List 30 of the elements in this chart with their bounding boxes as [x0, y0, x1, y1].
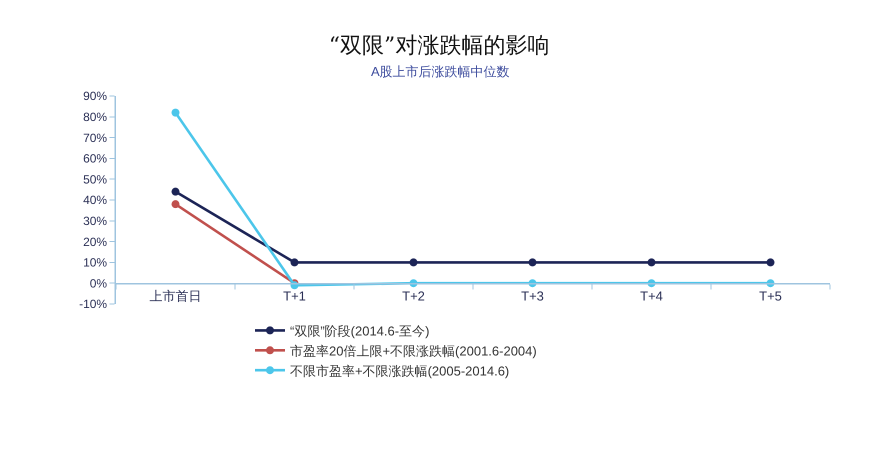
- y-tick-label: 30%: [83, 214, 108, 228]
- point: [766, 258, 774, 266]
- chart-subtitle: A股上市后涨跌幅中位数: [371, 64, 510, 79]
- legend-label: 不限市盈率+不限涨跌幅(2005-2014.6): [290, 363, 510, 378]
- y-tick-label: 10%: [83, 256, 108, 270]
- x-tick-label: 上市首日: [150, 288, 202, 304]
- y-tick-label: 40%: [83, 193, 108, 208]
- y-tick-label: 20%: [83, 234, 108, 249]
- point: [410, 258, 418, 266]
- y-tick-label: 0%: [90, 276, 108, 290]
- y-tick-label: 90%: [83, 89, 108, 104]
- point: [172, 200, 180, 208]
- x-tick-label: T+3: [521, 288, 544, 304]
- legend-label: “双限”阶段(2014.6-至今): [290, 323, 430, 338]
- y-tick-label: 60%: [83, 152, 108, 166]
- y-tick-label: -10%: [79, 297, 108, 312]
- x-tick-label: T+2: [402, 288, 425, 304]
- chart-title: “双限”对涨跌幅的影响: [328, 34, 550, 59]
- point: [172, 188, 180, 196]
- point: [528, 258, 536, 266]
- point: [172, 108, 180, 117]
- x-tick-label: T+5: [759, 288, 782, 304]
- y-tick-label: 80%: [83, 110, 108, 124]
- point: [290, 258, 298, 266]
- legend-label: 市盈率20倍上限+不限涨跌幅(2001.6-2004): [290, 343, 537, 358]
- x-tick-label: T+4: [640, 288, 663, 304]
- y-tick-label: 50%: [83, 172, 108, 186]
- point: [648, 258, 656, 266]
- x-tick-label: T+1: [283, 288, 306, 304]
- y-tick-label: 70%: [83, 130, 108, 145]
